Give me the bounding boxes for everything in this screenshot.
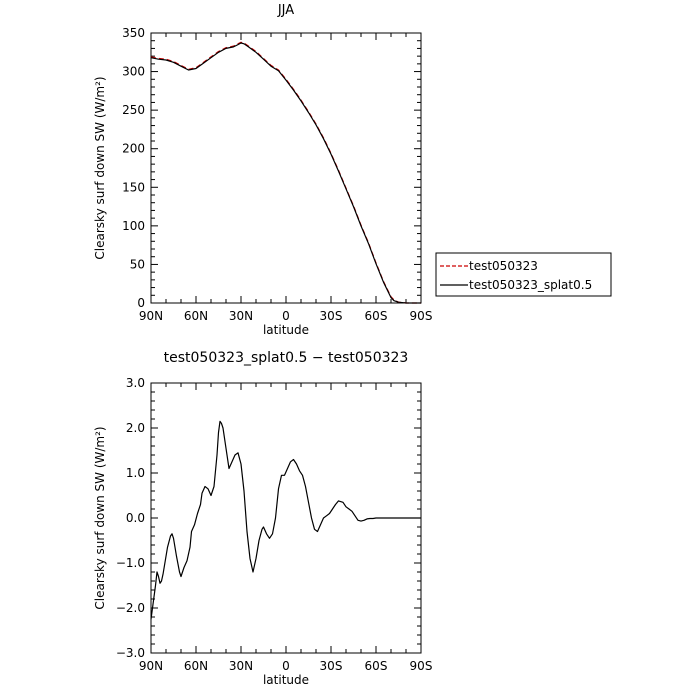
- x-tick-label: 30S: [320, 659, 343, 673]
- legend: test050323 test050323_splat0.5: [435, 252, 612, 297]
- x-tick-label: 0: [282, 309, 290, 323]
- x-axis-label: latitude: [263, 323, 309, 337]
- y-axis-label: Clearsky surf down SW (W/m²): [93, 426, 107, 609]
- y-tick-label: 100: [122, 219, 145, 233]
- x-tick-label: 60N: [184, 309, 208, 323]
- y-tick-label: −2.0: [116, 601, 145, 615]
- x-axis-label: latitude: [263, 673, 309, 687]
- y-tick-label: −1.0: [116, 556, 145, 570]
- x-tick-label: 60N: [184, 659, 208, 673]
- series-line-2: [150, 42, 421, 304]
- x-tick-label: 90S: [410, 659, 433, 673]
- chart-title: JJA: [277, 3, 294, 18]
- x-tick-label: 90S: [410, 309, 433, 323]
- y-tick-label: 150: [122, 180, 145, 194]
- y-tick-label: 250: [122, 103, 145, 117]
- y-axis-label: Clearsky surf down SW (W/m²): [93, 76, 107, 259]
- y-tick-label: −3.0: [116, 646, 145, 660]
- chart-panel-1: JJA 0 50 100 150 200 250 300 350 90N 60N 30N 0 30S 60S…: [93, 3, 612, 337]
- x-tick-label: 30N: [229, 659, 253, 673]
- y-tick-label: 50: [130, 257, 145, 271]
- chart-panel-2: test050323_splat0.5 − test050323 −3.0 −2.0…: [93, 350, 432, 687]
- y-tick-label: 2.0: [126, 421, 145, 435]
- chart-title: test050323_splat0.5 − test050323: [164, 350, 409, 366]
- y-tick-label: 0.0: [126, 511, 145, 525]
- series-line-1: [150, 420, 421, 620]
- y-tick-label: 0: [137, 296, 145, 310]
- legend-box: [435, 252, 612, 297]
- y-tick-label: 300: [122, 65, 145, 79]
- x-tick-label: 60S: [365, 309, 388, 323]
- legend-entry-1: test050323: [469, 259, 538, 273]
- y-tick-label: 200: [122, 142, 145, 156]
- x-tick-label: 90N: [139, 659, 163, 673]
- series-line-1: [150, 41, 421, 304]
- legend-entry-2: test050323_splat0.5: [469, 278, 592, 292]
- y-tick-label: 350: [122, 26, 145, 40]
- x-tick-label: 90N: [139, 309, 163, 323]
- x-tick-label: 0: [282, 659, 290, 673]
- x-tick-label: 30S: [320, 309, 343, 323]
- y-tick-label: 1.0: [126, 466, 145, 480]
- x-tick-label: 30N: [229, 309, 253, 323]
- plot-frame: [150, 32, 422, 304]
- x-tick-label: 60S: [365, 659, 388, 673]
- y-tick-label: 3.0: [126, 376, 145, 390]
